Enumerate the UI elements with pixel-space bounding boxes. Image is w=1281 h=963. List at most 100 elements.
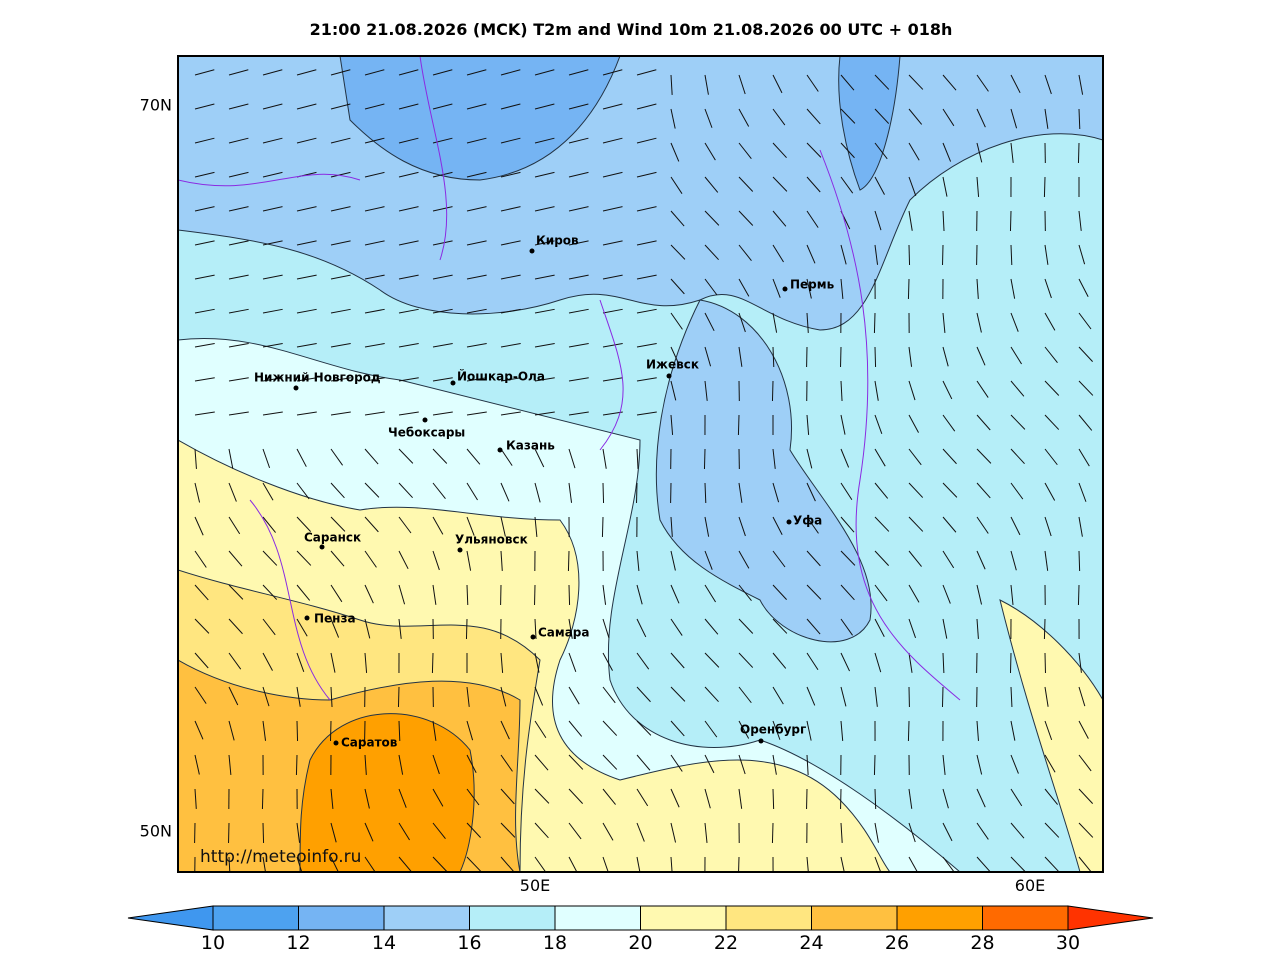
wind-barb [772, 142, 787, 159]
wind-barb [296, 448, 307, 467]
wind-barb [500, 686, 507, 707]
wind-barb [840, 550, 856, 566]
wind-barb [432, 411, 453, 416]
wind-barb [874, 550, 890, 566]
wind-barb [330, 240, 351, 246]
wind-barb [364, 274, 385, 280]
wind-barb [534, 686, 544, 706]
wind-barb [840, 74, 855, 91]
wind-barb [466, 343, 487, 348]
wind-barb [194, 411, 215, 416]
wind-barb [942, 210, 945, 231]
wind-barb [1078, 822, 1094, 838]
wind-barb [466, 171, 487, 178]
wind-barb [296, 482, 310, 500]
wind-barb [874, 618, 885, 637]
wind-barb [908, 74, 924, 90]
wind-barb [942, 176, 948, 197]
wind-barb [670, 346, 680, 366]
wind-barb [466, 720, 474, 741]
wind-barb [1044, 482, 1056, 501]
wind-barb [262, 550, 278, 566]
title: 21:00 21.08.2026 (MCK) T2m and Wind 10m … [310, 20, 953, 39]
wind-barb [976, 856, 991, 872]
wind-barb [568, 411, 589, 416]
wind-barb [364, 822, 374, 842]
wind-barb [534, 343, 555, 348]
wind-barb [874, 516, 890, 532]
wind-barb [1077, 142, 1080, 164]
wind-barb [194, 652, 209, 669]
wind-barb [602, 822, 614, 841]
wind-barb [500, 411, 521, 416]
wind-barb [602, 274, 623, 280]
wind-barb [670, 516, 673, 537]
wind-barb [908, 652, 913, 673]
colorbar-segment [554, 905, 641, 931]
wind-barb [466, 411, 487, 416]
wind-barb [772, 516, 783, 536]
wind-barb [1009, 652, 1012, 674]
wind-barb [1044, 516, 1052, 537]
city-label: Уфа [793, 514, 822, 528]
wind-barb [398, 720, 401, 742]
wind-barb [534, 274, 555, 280]
wind-barb [840, 856, 845, 872]
wind-barb [432, 137, 453, 144]
wind-barb [262, 69, 283, 76]
wind-barb [976, 754, 983, 775]
wind-barb [1010, 380, 1025, 397]
wind-barb [296, 822, 301, 843]
wind-barb [296, 550, 312, 566]
wind-barb [738, 856, 740, 872]
wind-barb [534, 856, 547, 872]
wind-barb [534, 103, 555, 110]
wind-barb [840, 176, 854, 194]
wind-barb [602, 343, 623, 348]
wind-barb [466, 206, 487, 212]
wind-barb [1010, 754, 1019, 774]
wind-barb [976, 822, 989, 840]
wind-barb [500, 720, 510, 740]
wind-barb [330, 103, 351, 110]
wind-barb [432, 69, 453, 76]
wind-barb [466, 516, 475, 536]
wind-barb [636, 618, 647, 638]
colorbar-tick-label: 18 [543, 932, 567, 954]
wind-barb [840, 482, 853, 501]
wind-barb [1010, 414, 1026, 430]
wind-barb [704, 686, 719, 703]
wind-barb [465, 618, 468, 640]
wind-barb [738, 584, 752, 601]
wind-barb [874, 448, 886, 467]
wind-barb [364, 343, 385, 348]
city-label: Чебоксары [388, 426, 465, 440]
wind-barb [1044, 346, 1058, 363]
wind-barb [398, 618, 402, 639]
wind-barb [976, 720, 979, 741]
wind-barb [1010, 550, 1017, 571]
wind-barb [602, 171, 623, 178]
wind-barb [296, 137, 317, 144]
wind-barb [194, 482, 201, 503]
wind-barb [500, 448, 513, 466]
wind-barb [738, 176, 754, 192]
wind-barb [1010, 244, 1013, 266]
wind-barb [806, 108, 821, 125]
wind-barb [228, 448, 234, 469]
wind-barb [976, 516, 989, 534]
city-label: Йошкар-Ола [457, 369, 545, 384]
wind-barb [364, 240, 385, 246]
wind-barb [908, 448, 922, 466]
field-26-28 [299, 713, 475, 872]
wind-barb [364, 308, 385, 314]
wind-barb [194, 137, 215, 144]
wind-barb [602, 618, 610, 639]
wind-barb [398, 137, 419, 144]
wind-barb [1044, 74, 1052, 95]
wind-barb [228, 240, 249, 246]
wind-barb [1078, 754, 1092, 772]
wind-barb [806, 516, 819, 534]
wind-barb [398, 516, 412, 534]
